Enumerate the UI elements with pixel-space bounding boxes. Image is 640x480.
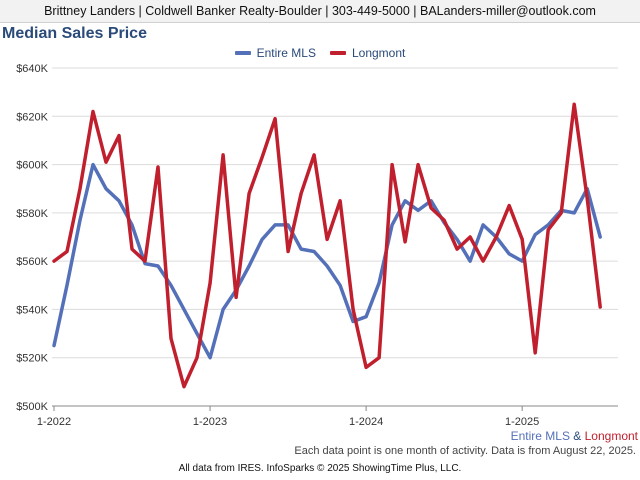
series-line-entire-mls <box>52 162 602 360</box>
x-tick-label: 1-2024 <box>349 416 383 428</box>
x-tick-label: 1-2023 <box>193 416 227 428</box>
series-line-longmont <box>52 102 602 389</box>
y-tick-label: $560K <box>16 256 48 268</box>
footer-amp: & <box>569 429 585 443</box>
footer-source-credit: All data from IRES. InfoSparks © 2025 Sh… <box>178 463 462 474</box>
y-tick-label: $580K <box>16 208 48 220</box>
chart-legend: Entire MLS Longmont <box>0 46 640 60</box>
y-tick-label: $500K <box>16 401 48 413</box>
y-tick-label: $600K <box>16 160 48 172</box>
legend-swatch-longmont <box>329 51 346 55</box>
legend-item-entire-mls[interactable]: Entire MLS <box>234 46 316 60</box>
x-tick-label: 1-2025 <box>505 416 539 428</box>
agent-header-text: Brittney Landers | Coldwell Banker Realt… <box>44 4 596 18</box>
y-tick-label: $540K <box>16 304 48 316</box>
y-tick-label: $620K <box>16 111 48 123</box>
y-tick-label: $520K <box>16 353 48 365</box>
legend-swatch-entire-mls <box>234 51 251 55</box>
agent-header-bar: Brittney Landers | Coldwell Banker Realt… <box>0 0 640 23</box>
footer-series-a: Entire MLS <box>510 429 570 443</box>
legend-label-longmont: Longmont <box>351 46 406 60</box>
footer-series-label: Entire MLS & Longmont <box>511 429 638 443</box>
footer-series-b: Longmont <box>584 429 638 443</box>
legend-item-longmont[interactable]: Longmont <box>329 46 406 60</box>
x-tick-label: 1-2022 <box>37 416 71 428</box>
footer-data-note: Each data point is one month of activity… <box>294 445 636 457</box>
legend-label-entire-mls: Entire MLS <box>256 46 316 60</box>
y-tick-label: $640K <box>16 63 48 75</box>
chart-title: Median Sales Price <box>2 25 147 42</box>
